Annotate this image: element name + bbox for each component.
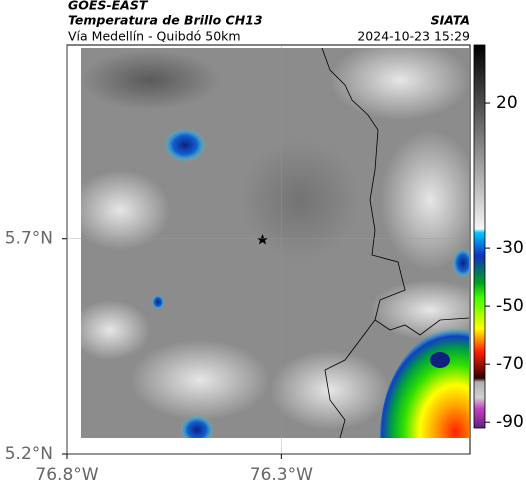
lat-tick-label: 5.2°N: [5, 444, 53, 464]
colorbar-tick-label: -30: [496, 238, 524, 258]
colorbar-tick-label: 20: [496, 93, 518, 113]
source: SIATA: [431, 13, 470, 28]
timestamp: 2024-10-23 15:29: [357, 29, 470, 44]
title: GOES-EAST: [68, 0, 149, 13]
lon-tick-label: 76.8°W: [35, 465, 98, 485]
location: Vía Medellín - Quibdó 50km: [68, 29, 241, 44]
colorbar-tick-label: -70: [496, 354, 524, 374]
colorbar: [473, 44, 486, 429]
colorbar-tick-label: -90: [496, 412, 524, 432]
lon-tick-label: 76.3°W: [250, 465, 313, 485]
lat-tick-label: 5.7°N: [5, 229, 53, 249]
satellite-image: [81, 48, 469, 438]
subtitle: Temperatura de Brillo CH13: [68, 13, 263, 28]
colorbar-tick-label: -50: [496, 296, 524, 316]
